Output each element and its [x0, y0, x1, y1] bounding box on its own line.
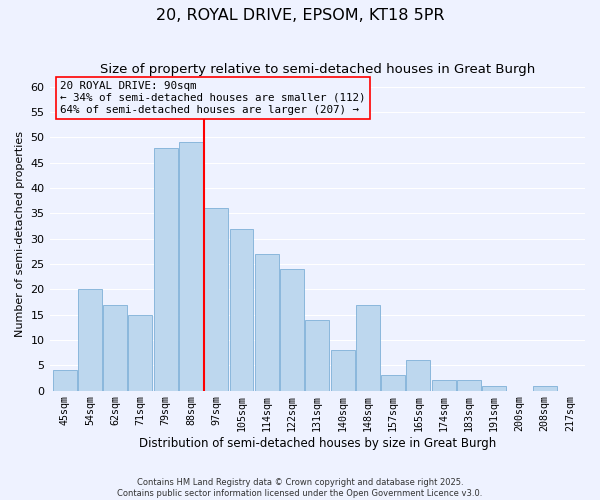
Bar — [482, 386, 506, 390]
Bar — [53, 370, 77, 390]
Text: 20, ROYAL DRIVE, EPSOM, KT18 5PR: 20, ROYAL DRIVE, EPSOM, KT18 5PR — [156, 8, 444, 22]
Bar — [179, 142, 203, 390]
Bar — [128, 314, 152, 390]
Bar — [103, 304, 127, 390]
Bar — [431, 380, 455, 390]
Bar — [305, 320, 329, 390]
Text: 20 ROYAL DRIVE: 90sqm
← 34% of semi-detached houses are smaller (112)
64% of sem: 20 ROYAL DRIVE: 90sqm ← 34% of semi-deta… — [60, 82, 366, 114]
Title: Size of property relative to semi-detached houses in Great Burgh: Size of property relative to semi-detach… — [100, 62, 535, 76]
Text: Contains HM Land Registry data © Crown copyright and database right 2025.
Contai: Contains HM Land Registry data © Crown c… — [118, 478, 482, 498]
Bar — [230, 228, 253, 390]
Y-axis label: Number of semi-detached properties: Number of semi-detached properties — [15, 130, 25, 336]
Bar — [280, 269, 304, 390]
Bar — [381, 376, 405, 390]
Bar — [154, 148, 178, 390]
Bar — [457, 380, 481, 390]
Bar — [255, 254, 279, 390]
Bar — [204, 208, 228, 390]
Bar — [533, 386, 557, 390]
Bar — [406, 360, 430, 390]
Bar — [78, 290, 102, 390]
Bar — [331, 350, 355, 391]
X-axis label: Distribution of semi-detached houses by size in Great Burgh: Distribution of semi-detached houses by … — [139, 437, 496, 450]
Bar — [356, 304, 380, 390]
